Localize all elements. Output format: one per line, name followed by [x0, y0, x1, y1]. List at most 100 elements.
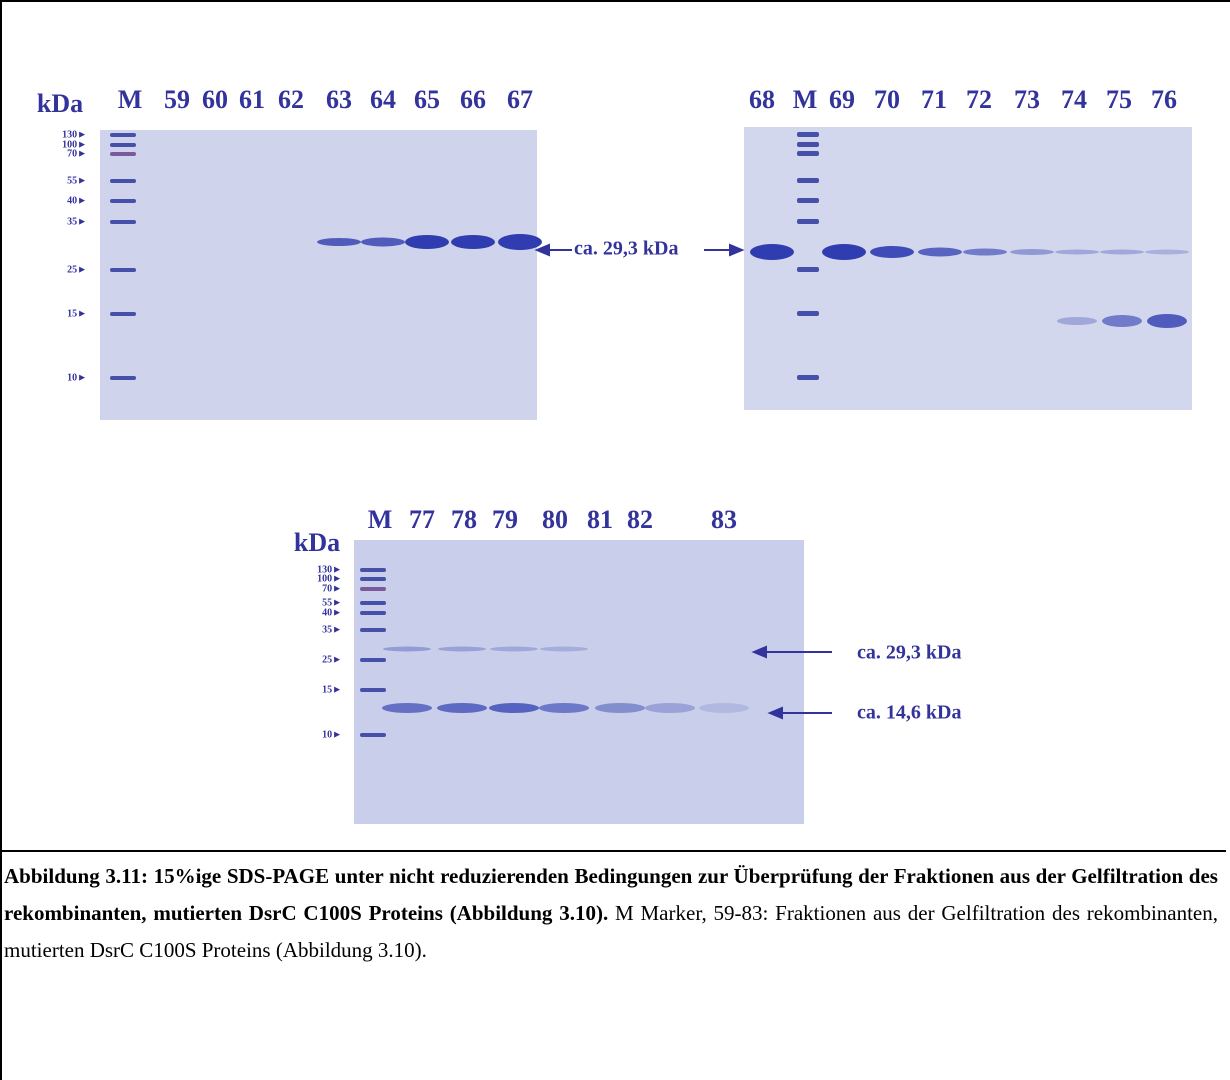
protein-band — [595, 703, 645, 713]
protein-band — [1055, 249, 1099, 255]
marker-label: 55► — [67, 175, 87, 186]
annotation: ca. 29,3 kDa — [574, 238, 678, 260]
protein-band — [438, 646, 486, 652]
lane-label: 82 — [627, 505, 653, 534]
lane-label: 75 — [1106, 85, 1132, 114]
protein-band — [437, 703, 487, 713]
marker-label: 25► — [322, 654, 342, 665]
marker-label: 55► — [322, 597, 342, 608]
ladder-band — [110, 199, 136, 203]
unit-label: kDa — [294, 528, 340, 557]
lane-label: 73 — [1014, 85, 1040, 114]
ladder-band — [360, 601, 386, 605]
protein-band — [750, 244, 794, 260]
protein-band — [699, 703, 749, 713]
ladder-band — [360, 733, 386, 737]
caption-label: Abbildung 3.11: — [4, 864, 148, 888]
lane-label: 69 — [829, 85, 855, 114]
protein-band — [540, 646, 588, 652]
lane-label: 67 — [507, 85, 533, 114]
caption-title: 15%ige SDS-PAGE unter nicht reduzierende… — [4, 864, 1218, 925]
protein-band — [963, 248, 1007, 256]
ladder-band — [360, 587, 386, 591]
protein-band — [405, 235, 449, 249]
protein-band — [490, 646, 538, 652]
marker-label: 100► — [317, 573, 342, 584]
lane-label: 80 — [542, 505, 568, 534]
annotation: ca. 29,3 kDa — [857, 642, 961, 664]
protein-band — [317, 238, 361, 246]
arrows — [534, 243, 832, 720]
lane-label: 60 — [202, 85, 228, 114]
ladder-band — [797, 132, 819, 137]
caption: Abbildung 3.11: 15%ige SDS-PAGE unter ni… — [2, 850, 1226, 969]
protein-band — [1147, 314, 1187, 328]
marker-label: 15► — [67, 308, 87, 319]
marker-label: 130► — [62, 129, 87, 140]
ladder-band — [110, 143, 136, 147]
marker-label: 10► — [67, 372, 87, 383]
ladder-band — [797, 142, 819, 147]
protein-band — [539, 703, 589, 713]
marker-label: 100► — [62, 139, 87, 150]
protein-band — [918, 247, 962, 257]
ladder-band — [360, 658, 386, 662]
ladder-band — [360, 568, 386, 572]
marker-label: 10► — [322, 729, 342, 740]
ladder-band — [110, 179, 136, 183]
lane-label: 62 — [278, 85, 304, 114]
marker-label: 40► — [67, 195, 87, 206]
ladder-band — [797, 375, 819, 380]
ladder-band — [797, 178, 819, 183]
ladder-band — [797, 219, 819, 224]
gel — [100, 130, 537, 420]
lane-label: 77 — [409, 505, 435, 534]
caption-text: M Marker, 59-83: Fraktionen aus der Gelf… — [4, 901, 1219, 962]
protein-band — [382, 703, 432, 713]
protein-band — [870, 246, 914, 258]
lane-label: M — [118, 85, 143, 114]
lane-label: 61 — [239, 85, 265, 114]
lane-label: 71 — [921, 85, 947, 114]
marker-label: 35► — [67, 216, 87, 227]
lane-label: 79 — [492, 505, 518, 534]
ladder-band — [110, 376, 136, 380]
protein-band — [361, 237, 405, 247]
lane-label: 74 — [1061, 85, 1087, 114]
protein-band — [822, 244, 866, 260]
lane-label: 66 — [460, 85, 486, 114]
ladder-band — [360, 628, 386, 632]
protein-band — [1145, 249, 1189, 255]
unit-label: kDa — [37, 89, 83, 118]
protein-band — [489, 703, 539, 713]
marker-label: 35► — [322, 624, 342, 635]
ladder-band — [110, 220, 136, 224]
marker-label: 130► — [317, 564, 342, 575]
lane-label: M — [793, 85, 818, 114]
protein-band — [1010, 249, 1054, 255]
marker-label: 70► — [322, 583, 342, 594]
lane-label: 72 — [966, 85, 992, 114]
lane-label: 76 — [1151, 85, 1177, 114]
lane-label: 78 — [451, 505, 477, 534]
lane-label: M — [368, 505, 393, 534]
ladder-band — [360, 577, 386, 581]
marker-label: 25► — [67, 264, 87, 275]
ladder-band — [797, 311, 819, 316]
ladder-band — [797, 151, 819, 156]
protein-band — [1102, 315, 1142, 327]
marker-label: 15► — [322, 684, 342, 695]
lane-label: 64 — [370, 85, 396, 114]
ladder-band — [360, 611, 386, 615]
ladder-band — [110, 133, 136, 137]
lane-label: 70 — [874, 85, 900, 114]
gel — [354, 540, 804, 824]
lane-label: 83 — [711, 505, 737, 534]
ladder-band — [110, 268, 136, 272]
lane-label: 68 — [749, 85, 775, 114]
lane-label: 63 — [326, 85, 352, 114]
ladder-band — [797, 198, 819, 203]
lane-label: 81 — [587, 505, 613, 534]
ladder-band — [110, 152, 136, 156]
